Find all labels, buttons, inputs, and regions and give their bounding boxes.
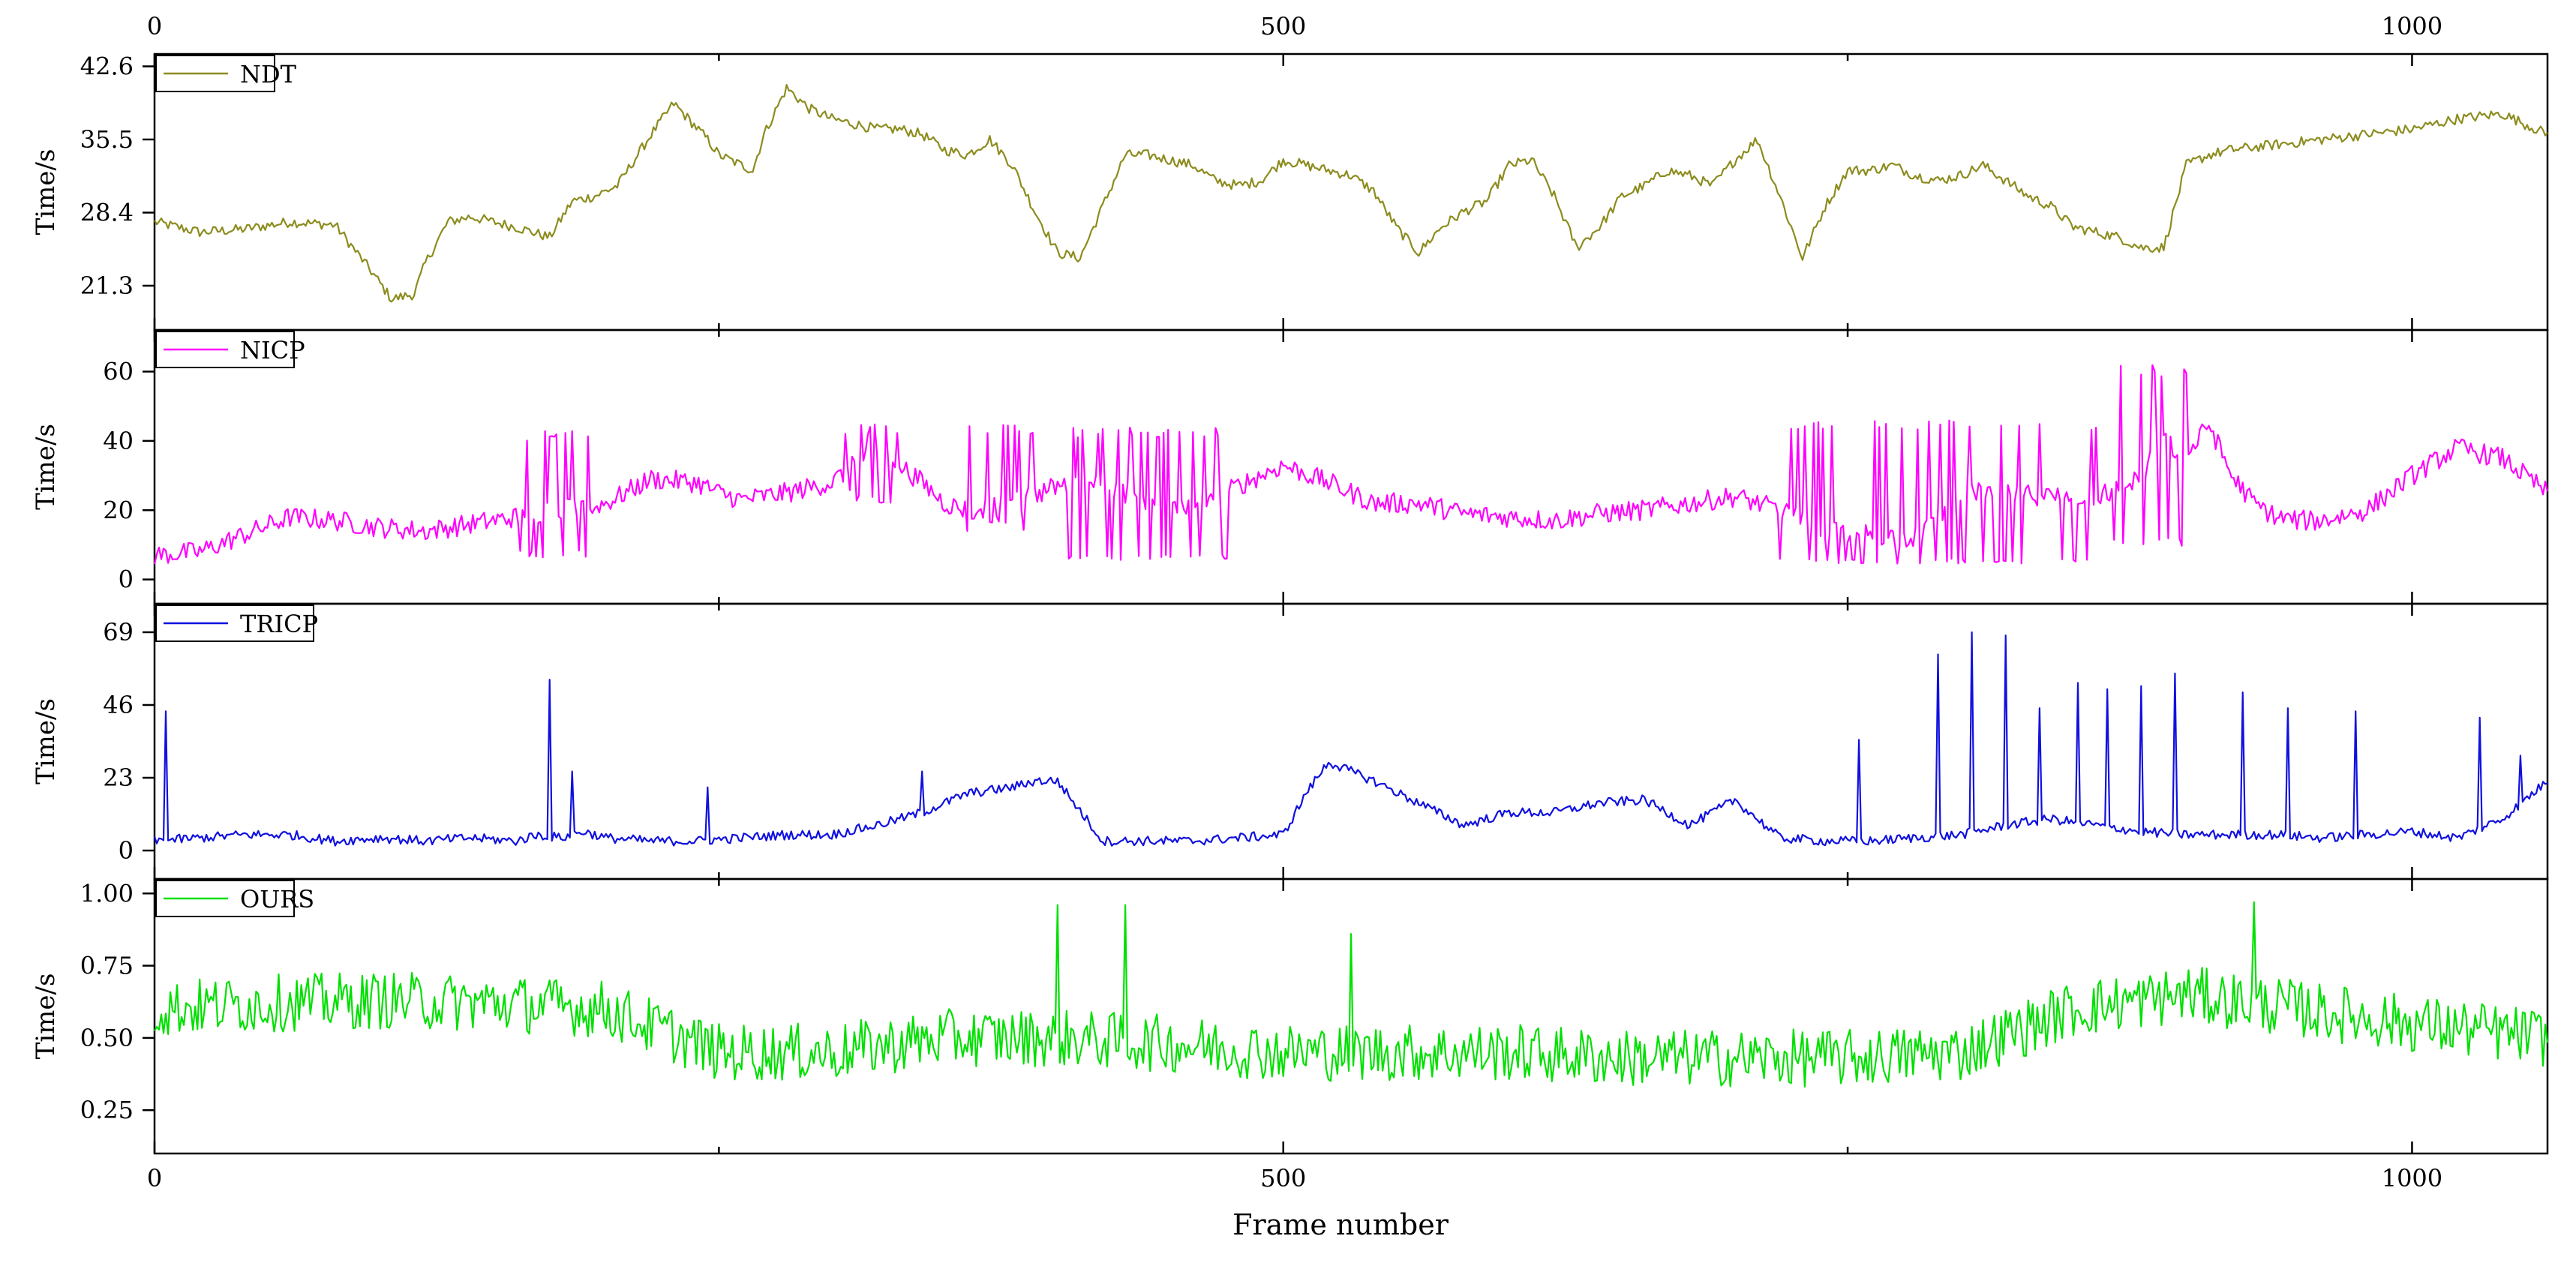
ndt-y-tick-label: 35.5 [80, 125, 134, 154]
tricp-y-axis-label: Time/s [31, 698, 61, 784]
ndt-legend-label: NDT [240, 60, 297, 88]
ours-legend-label: OURS [240, 885, 314, 914]
ndt-y-tick-label: 28.4 [80, 198, 134, 226]
top-x-tick-label: 0 [147, 12, 162, 40]
ndt-panel-frame [153, 52, 2549, 332]
tricp-series-line [153, 631, 2548, 847]
ours-y-tick-label: 1.00 [80, 879, 134, 908]
nicp-y-tick-label: 40 [103, 427, 134, 455]
nicp-series-line [153, 364, 2549, 565]
nicp-legend-label: NICP [240, 336, 305, 364]
ndt-y-axis-label: Time/s [31, 149, 61, 236]
ours-y-tick-label: 0.50 [80, 1024, 134, 1052]
ours-y-axis-label: Time/s [31, 974, 61, 1060]
nicp-y-axis-label: Time/s [31, 424, 61, 510]
ours-y-tick-label: 0.75 [80, 952, 134, 980]
nicp-y-tick-label: 0 [119, 566, 134, 594]
x-axis-label: Frame number [1232, 1208, 1449, 1241]
x-tick-label: 500 [1260, 1164, 1306, 1192]
ours-panel-frame [153, 878, 2549, 1155]
x-tick-label: 1000 [2382, 1164, 2442, 1192]
tricp-y-tick-label: 23 [103, 764, 134, 792]
x-tick-label: 0 [147, 1164, 162, 1192]
top-x-tick-label: 1000 [2382, 12, 2442, 40]
tricp-legend-label: TRICP [240, 610, 318, 638]
ndt-series-line [154, 83, 2548, 303]
ours-series-line [154, 901, 2549, 1088]
tricp-y-tick-label: 69 [103, 618, 134, 646]
tricp-y-tick-label: 0 [119, 836, 134, 865]
nicp-y-tick-label: 20 [103, 496, 134, 524]
nicp-panel-frame [153, 328, 2549, 605]
tricp-y-tick-label: 46 [103, 691, 134, 719]
ndt-y-tick-label: 42.6 [80, 52, 134, 80]
nicp-y-tick-label: 60 [103, 357, 134, 386]
ours-y-tick-label: 0.25 [80, 1096, 134, 1124]
ndt-y-tick-label: 21.3 [80, 272, 134, 300]
top-x-tick-label: 500 [1260, 12, 1306, 40]
